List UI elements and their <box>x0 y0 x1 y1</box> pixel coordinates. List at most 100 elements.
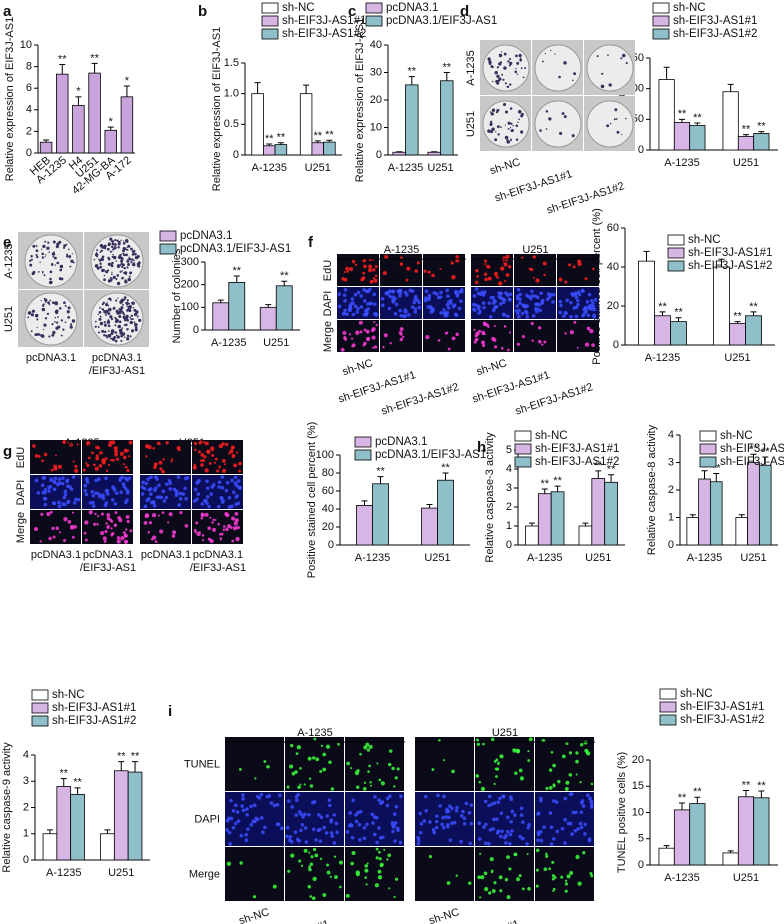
cell <box>225 818 230 823</box>
y-axis-label: Relative expression of EIF3J-AS1 <box>354 18 366 182</box>
cell <box>545 786 549 790</box>
colony <box>519 58 523 62</box>
cell <box>106 513 111 517</box>
colony <box>34 333 38 337</box>
colony <box>508 83 512 86</box>
colony <box>57 325 61 329</box>
cell <box>308 867 312 872</box>
cell <box>505 314 510 318</box>
cell <box>181 492 186 496</box>
cell <box>107 463 111 467</box>
cell <box>220 532 224 536</box>
colony <box>99 262 102 265</box>
colony <box>115 299 118 302</box>
colony <box>110 337 112 340</box>
legend-label: pcDNA3.1/EIF3J-AS1 <box>180 243 291 255</box>
cell <box>535 868 539 872</box>
cell <box>151 512 157 518</box>
cell <box>37 454 41 458</box>
colony <box>501 73 504 76</box>
colony <box>120 339 123 342</box>
cell <box>372 268 376 272</box>
colony <box>507 127 510 130</box>
y-tick-label: 2 <box>23 801 29 813</box>
legend-label: sh-EIF3J-AS1#1 <box>673 15 757 27</box>
cell <box>575 759 579 764</box>
cell <box>113 446 118 451</box>
error-bar <box>326 139 333 143</box>
significance: ** <box>325 129 334 141</box>
cell <box>551 877 555 881</box>
cell <box>309 895 313 898</box>
cell <box>238 461 242 466</box>
panel-letter: i <box>168 703 172 720</box>
cell <box>368 744 373 749</box>
colony <box>52 255 55 258</box>
cell <box>435 814 439 818</box>
colony <box>36 255 39 259</box>
cell <box>357 838 362 842</box>
significance: ** <box>232 265 241 277</box>
cell <box>254 777 257 780</box>
cell <box>441 825 446 830</box>
cell <box>153 465 157 470</box>
cell <box>217 480 222 485</box>
colony <box>94 325 97 328</box>
cell <box>498 834 503 839</box>
cell <box>285 834 289 839</box>
cell <box>345 266 350 271</box>
significance: ** <box>712 462 721 474</box>
cell <box>517 308 521 313</box>
y-axis-label: Positive stained cell percent (%) <box>306 422 318 579</box>
colony <box>489 130 494 134</box>
legend-swatch <box>659 714 677 726</box>
row-label: TUNEL <box>184 758 220 770</box>
cell <box>483 322 487 327</box>
significance: ** <box>265 133 274 145</box>
cell <box>486 264 490 269</box>
cell <box>314 838 318 842</box>
micro-image <box>415 737 474 791</box>
cell <box>552 887 556 891</box>
y-tick-label: 1.0 <box>224 88 239 100</box>
cell <box>307 812 311 817</box>
cell <box>592 267 595 271</box>
cell <box>359 330 363 334</box>
error-bar <box>132 761 139 773</box>
cell <box>210 446 215 451</box>
cell <box>125 528 128 531</box>
cell <box>245 807 249 811</box>
cell <box>586 313 591 318</box>
cell <box>482 343 486 348</box>
cell <box>228 452 231 455</box>
cell <box>118 518 123 523</box>
legend-label: pcDNA3.1/EIF3J-AS1 <box>386 15 497 27</box>
error-bar <box>91 62 98 74</box>
cell <box>489 857 494 862</box>
colony <box>114 331 118 334</box>
cell <box>536 838 540 842</box>
cell <box>515 304 520 308</box>
cell <box>434 819 439 824</box>
cell <box>354 819 359 824</box>
dish <box>534 100 582 148</box>
cell <box>584 277 588 281</box>
cell <box>549 825 554 829</box>
cell <box>255 794 260 799</box>
cell <box>519 806 524 811</box>
cell <box>200 452 205 457</box>
cell <box>312 847 317 852</box>
cell <box>71 475 76 479</box>
cell <box>508 832 513 837</box>
colony <box>30 258 33 261</box>
cell <box>545 852 548 856</box>
colony <box>114 319 119 324</box>
cell <box>564 280 568 284</box>
colony <box>111 240 115 243</box>
micro-image <box>514 320 556 352</box>
cell <box>311 756 316 760</box>
error-bar <box>303 84 310 94</box>
cell <box>307 885 312 889</box>
cell <box>227 505 232 509</box>
colony <box>104 313 107 316</box>
